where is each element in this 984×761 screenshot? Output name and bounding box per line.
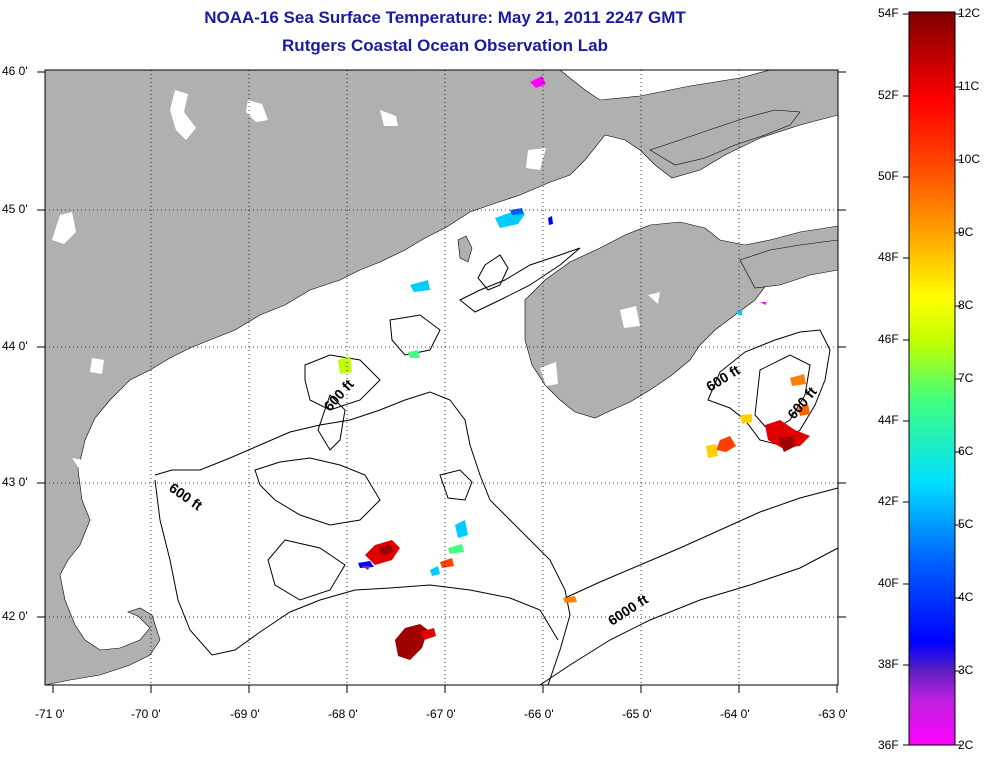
colorbar-c-label: 8C (958, 298, 974, 312)
land-grand-manan (457, 235, 473, 263)
colorbar-f-label: 50F (878, 169, 899, 183)
contour-600ft-fundy (459, 247, 581, 313)
colorbar-c-label: 9C (958, 225, 974, 239)
colorbar-f-label: 36F (878, 738, 899, 752)
colorbar-c-label: 6C (958, 444, 974, 458)
depth-contours (154, 247, 838, 685)
contour-600ft-ns (707, 329, 831, 446)
colorbar-c-label: 3C (958, 663, 974, 677)
colorbar-f-label: 54F (878, 6, 899, 20)
colorbar (908, 11, 956, 746)
map-title: NOAA-16 Sea Surface Temperature: May 21,… (204, 8, 686, 27)
colorbar-c-label: 7C (958, 371, 974, 385)
colorbar-f-label: 40F (878, 576, 899, 590)
lat-label: 44 0' (2, 339, 28, 353)
lon-label: -66 0' (524, 707, 554, 721)
map-frame (44, 69, 839, 686)
land-cape-breton (739, 239, 838, 289)
colorbar-c-label: 2C (958, 738, 974, 752)
colorbar-ticks (903, 13, 961, 746)
contour-gulf-inner-2 (439, 469, 473, 501)
land-pei (649, 109, 801, 166)
lon-label: -65 0' (622, 707, 652, 721)
colorbar-f-label: 46F (878, 332, 899, 346)
colorbar-f-label: 42F (878, 494, 899, 508)
lat-label: 45 0' (2, 202, 28, 216)
colorbar-f-label: 48F (878, 250, 899, 264)
lat-label: 43 0' (2, 475, 28, 489)
colorbar-c-label: 11C (958, 79, 980, 93)
lat-label: 46 0' (2, 64, 28, 78)
contour-600ft-gulf-2 (154, 479, 559, 656)
contour-gulf-inner (389, 314, 441, 356)
land-mainland (45, 70, 838, 685)
contour-600ft-gulf (154, 391, 571, 685)
sst-patches (338, 76, 810, 660)
lon-label: -67 0' (426, 707, 456, 721)
lat-label: 42 0' (2, 609, 28, 623)
lon-label: -70 0' (131, 707, 161, 721)
grid-lines (45, 70, 838, 685)
contour-600ft-ns-2 (754, 354, 811, 433)
lon-label: -63 0' (818, 707, 848, 721)
contour-600ft-basin-b (254, 457, 381, 526)
tick-marks (37, 71, 846, 693)
colorbar-f-label: 38F (878, 657, 899, 671)
lon-label: -71 0' (35, 707, 65, 721)
colorbar-c-label: 4C (958, 590, 974, 604)
lon-label: -68 0' (328, 707, 358, 721)
colorbar-c-label: 10C (958, 152, 981, 166)
lon-label: -69 0' (230, 707, 260, 721)
contour-600ft-basin-c (267, 539, 346, 601)
colorbar-c-label: 5C (958, 517, 974, 531)
contour-600ft-fundy-2 (477, 254, 509, 291)
map-subtitle: Rutgers Coastal Ocean Observation Lab (282, 36, 608, 55)
colorbar-c-label: 12C (958, 6, 981, 20)
colorbar-f-label: 44F (878, 413, 899, 427)
contour-600ft-basin-a (304, 354, 381, 411)
colorbar-f-label: 52F (878, 88, 899, 102)
contour-600ft-shelf (564, 487, 838, 599)
contour-gulf-inner-3 (317, 394, 346, 451)
contour-6000ft-shelf (539, 547, 838, 685)
lon-label: -64 0' (720, 707, 750, 721)
